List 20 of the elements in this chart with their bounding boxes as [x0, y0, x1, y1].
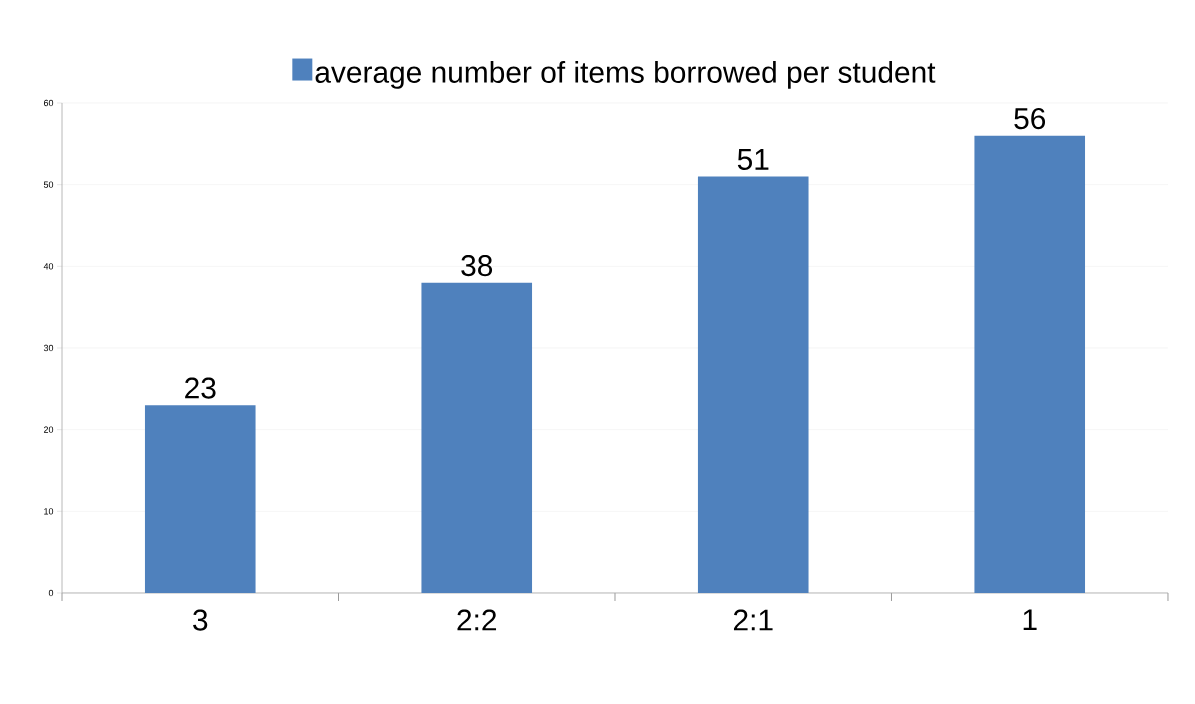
bar	[697, 176, 809, 593]
y-tick-label: 30	[43, 344, 54, 352]
bar	[421, 282, 533, 593]
data-label: 51	[737, 149, 769, 170]
legend-label: average number of items borrowed per student	[315, 60, 936, 89]
data-label: 23	[185, 377, 216, 399]
y-tick-label: 20	[43, 426, 54, 433]
bar	[144, 405, 256, 593]
x-tick-label: 1	[1023, 609, 1037, 631]
y-tick-label: 60	[43, 99, 54, 107]
x-tick-label: 3	[193, 609, 208, 631]
x-tick-label: 2:1	[733, 609, 773, 631]
y-tick-label: 40	[43, 263, 54, 270]
y-tick-label: 10	[44, 508, 54, 515]
y-tick-label: 0	[48, 589, 54, 597]
bar	[974, 135, 1086, 593]
data-label: 56	[1014, 107, 1046, 130]
y-tick-label: 50	[43, 181, 54, 188]
data-label: 38	[461, 254, 493, 277]
x-tick-label: 2:2	[457, 609, 497, 631]
